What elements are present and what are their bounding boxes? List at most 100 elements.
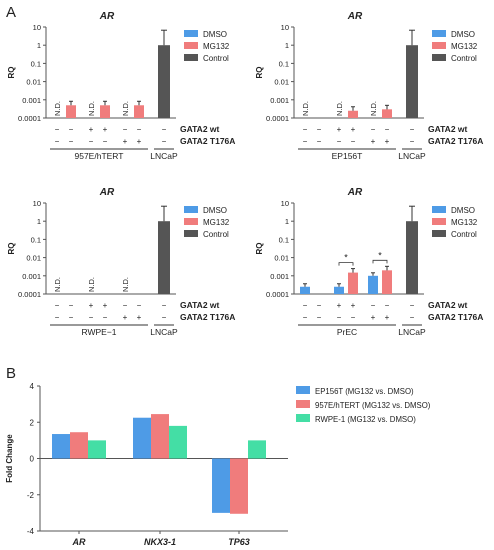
gata2-wt-mark: + [351,301,356,310]
bar-nkx3-1-series-2 [151,414,169,459]
panel-label-a: A [6,4,16,21]
gata2-wt-mark: + [103,301,108,310]
y-tick-label: 0.01 [26,254,41,263]
y-tick-label: 2 [30,418,35,427]
bar-nkx3-1-series-1 [133,417,151,459]
legend-label: Control [451,54,477,63]
bar-dmso [368,275,378,294]
reference-label: LNCaP [398,151,426,161]
row-label-gata2-t176a: GATA2 T176A [180,312,235,322]
gata2-wt-mark: + [89,125,94,134]
y-tick-label: 1 [37,217,41,226]
bar-control [158,221,170,294]
y-tick-label: 0.01 [26,78,41,87]
chart-title: AR [99,11,115,22]
gata2-wt-mark: − [317,125,322,134]
gata2-wt-mark: − [123,125,128,134]
gata2-t176a-mark: + [123,313,128,322]
gata2-wt-mark: − [137,125,142,134]
bar-mg132 [100,105,110,118]
not-detected-label: N.D. [301,101,310,116]
not-detected-label: N.D. [53,101,62,116]
y-tick-label: 1 [37,41,41,50]
gata2-t176a-mark: − [303,313,308,322]
legend-label: RWPE-1 (MG132 vs. DMSO) [315,415,416,424]
gata2-t176a-mark: + [371,137,376,146]
bar-control [158,45,170,119]
y-tick-label: 0.01 [274,78,289,87]
y-tick-label: -2 [27,491,35,500]
cell-line-label: PrEC [337,327,357,337]
legend-swatch [184,54,198,61]
gata2-wt-mark: + [337,301,342,310]
y-tick-label: 0.001 [270,96,289,105]
y-tick-label: 0.1 [31,235,41,244]
x-tick-label: TP63 [228,537,250,547]
legend-swatch [432,42,446,49]
gata2-t176a-mark: − [303,137,308,146]
not-detected-label: N.D. [369,101,378,116]
row-label-gata2-t176a: GATA2 T176A [428,312,483,322]
y-tick-label: 0.001 [270,272,289,281]
y-tick-label: 0.1 [279,235,289,244]
control-gata2-wt-mark: − [162,125,167,134]
legend-label: EP156T (MG132 vs. DMSO) [315,387,414,396]
gata2-t176a-mark: − [317,137,322,146]
bar-nkx3-1-series-3 [169,425,187,459]
y-tick-label: 10 [33,23,41,32]
row-label-gata2-wt: GATA2 wt [180,300,220,310]
control-gata2-wt-mark: − [410,125,415,134]
not-detected-label: N.D. [335,101,344,116]
y-axis-label: RQ [255,243,264,255]
bar-ar-series-1 [52,434,70,459]
bar-dmso [334,286,344,294]
legend-label: Control [203,230,229,239]
gata2-t176a-mark: − [337,313,342,322]
y-tick-label: 1 [285,41,289,50]
gata2-wt-mark: − [385,301,390,310]
gata2-t176a-mark: + [137,313,142,322]
control-gata2-t176a-mark: − [410,137,415,146]
chart-title: AR [347,187,363,198]
panel-label-b: B [6,365,16,382]
legend-swatch [296,386,310,394]
not-detected-label: N.D. [53,277,62,292]
gata2-wt-mark: − [69,125,74,134]
bar-mg132 [382,270,392,294]
y-tick-label: 0.0001 [18,114,41,123]
legend-label: MG132 [451,42,478,51]
reference-label: LNCaP [150,151,178,161]
gata2-t176a-mark: − [103,137,108,146]
legend-swatch [296,400,310,408]
control-gata2-wt-mark: − [410,301,415,310]
not-detected-label: N.D. [87,101,96,116]
significance-bracket [338,262,354,266]
gata2-wt-mark: + [351,125,356,134]
gata2-wt-mark: − [69,301,74,310]
y-tick-label: 10 [33,199,41,208]
gata2-t176a-mark: − [55,137,60,146]
y-tick-label: 0 [30,455,35,464]
row-label-gata2-t176a: GATA2 T176A [428,136,483,146]
gata2-t176a-mark: − [351,137,356,146]
y-tick-label: 1 [285,217,289,226]
bar-mg132 [348,272,358,294]
cell-line-label: RWPE−1 [81,327,116,337]
gata2-wt-mark: − [303,301,308,310]
bar-control [406,221,418,294]
gata2-t176a-mark: − [337,137,342,146]
x-tick-label: AR [72,537,86,547]
legend-label: MG132 [203,42,230,51]
legend-swatch [184,30,198,37]
y-tick-label: 0.0001 [18,290,41,299]
gata2-wt-mark: − [55,125,60,134]
chart-title: AR [99,187,115,198]
chart-title: AR [347,11,363,22]
significance-star: * [344,253,348,263]
legend-swatch [432,30,446,37]
gata2-wt-mark: − [55,301,60,310]
y-tick-label: 0.001 [22,96,41,105]
legend-label: DMSO [203,30,227,39]
gata2-wt-mark: − [303,125,308,134]
